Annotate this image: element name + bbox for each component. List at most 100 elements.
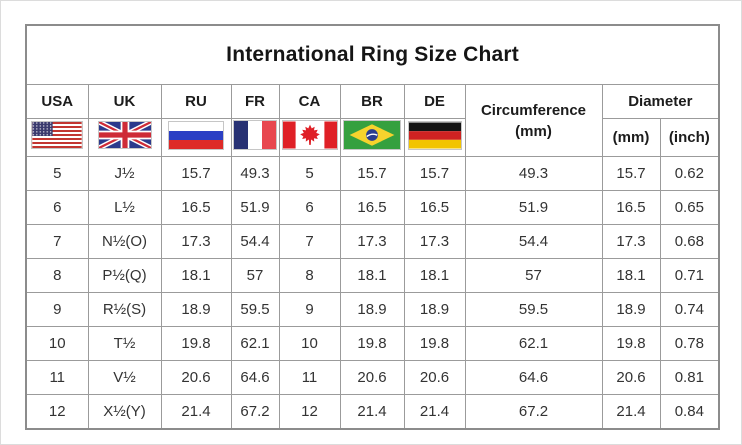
cell-ca: 9	[278, 292, 341, 327]
cell-ca: 6	[278, 190, 341, 225]
cell-diameter_mm: 15.7	[601, 156, 661, 191]
col-header-ca: CA	[278, 84, 341, 119]
cell-ru: 15.7	[160, 156, 232, 191]
cell-de: 19.8	[403, 326, 466, 361]
cell-de: 20.6	[403, 360, 466, 395]
flag-cell-fr	[230, 118, 280, 157]
cell-circumference_mm: 64.6	[464, 360, 603, 395]
cell-diameter_inch: 0.84	[659, 394, 720, 430]
cell-diameter_inch: 0.81	[659, 360, 720, 395]
cell-ru: 20.6	[160, 360, 232, 395]
cell-de: 18.1	[403, 258, 466, 293]
table-row: 11 V½ 20.6 64.6 11 20.6 20.6 64.6 20.6 0.81	[25, 360, 720, 395]
cell-circumference_mm: 59.5	[464, 292, 603, 327]
cell-de: 18.9	[403, 292, 466, 327]
cell-de: 16.5	[403, 190, 466, 225]
cell-ca: 5	[278, 156, 341, 191]
cell-diameter_inch: 0.78	[659, 326, 720, 361]
cell-br: 17.3	[339, 224, 405, 259]
cell-fr: 49.3	[230, 156, 280, 191]
table-row: 9 R½(S) 18.9 59.5 9 18.9 18.9 59.5 18.9 0.74	[25, 292, 720, 327]
col-header-uk: UK	[87, 84, 162, 119]
cell-ru: 21.4	[160, 394, 232, 430]
russia-flag-icon	[168, 120, 224, 150]
cell-circumference_mm: 62.1	[464, 326, 603, 361]
cell-usa: 10	[25, 326, 89, 361]
circumference-unit: (mm)	[515, 122, 552, 140]
cell-uk: N½(O)	[87, 224, 162, 259]
col-header-br: BR	[339, 84, 405, 119]
col-header-diameter: Diameter	[601, 84, 720, 119]
cell-br: 18.1	[339, 258, 405, 293]
country-code-row: USA UK RU FR CA BR DE Circumference (mm)…	[25, 84, 720, 157]
cell-uk: J½	[87, 156, 162, 191]
cell-br: 19.8	[339, 326, 405, 361]
cell-uk: P½(Q)	[87, 258, 162, 293]
cell-ru: 18.9	[160, 292, 232, 327]
cell-fr: 59.5	[230, 292, 280, 327]
col-header-usa: USA	[25, 84, 89, 119]
cell-ca: 10	[278, 326, 341, 361]
cell-circumference_mm: 54.4	[464, 224, 603, 259]
table-row: 6 L½ 16.5 51.9 6 16.5 16.5 51.9 16.5 0.65	[25, 190, 720, 225]
cell-usa: 11	[25, 360, 89, 395]
flag-cell-br	[339, 118, 405, 157]
cell-de: 21.4	[403, 394, 466, 430]
flag-cell-ru	[160, 118, 232, 157]
ring-size-table: International Ring Size Chart USA UK RU …	[25, 24, 721, 430]
france-flag-icon	[233, 120, 277, 150]
cell-br: 18.9	[339, 292, 405, 327]
cell-diameter_mm: 16.5	[601, 190, 661, 225]
cell-ca: 8	[278, 258, 341, 293]
brazil-flag-icon	[343, 120, 401, 150]
flag-cell-de	[403, 118, 466, 157]
canada-flag-icon	[281, 120, 338, 150]
cell-diameter_mm: 20.6	[601, 360, 661, 395]
cell-diameter_inch: 0.74	[659, 292, 720, 327]
cell-circumference_mm: 57	[464, 258, 603, 293]
cell-diameter_inch: 0.65	[659, 190, 720, 225]
cell-usa: 5	[25, 156, 89, 191]
cell-uk: X½(Y)	[87, 394, 162, 430]
cell-ca: 12	[278, 394, 341, 430]
uk-flag-icon	[97, 121, 152, 149]
cell-circumference_mm: 49.3	[464, 156, 603, 191]
cell-uk: L½	[87, 190, 162, 225]
table-body: 5 J½ 15.7 49.3 5 15.7 15.7 49.3 15.7 0.62 6 L½ 16.5 5…	[25, 156, 720, 430]
cell-uk: V½	[87, 360, 162, 395]
cell-br: 21.4	[339, 394, 405, 430]
col-header-circumference: Circumference (mm)	[464, 84, 603, 157]
cell-br: 20.6	[339, 360, 405, 395]
cell-fr: 54.4	[230, 224, 280, 259]
table-row: 10 T½ 19.8 62.1 10 19.8 19.8 62.1 19.8 0.78	[25, 326, 720, 361]
cell-usa: 6	[25, 190, 89, 225]
cell-diameter_inch: 0.71	[659, 258, 720, 293]
table-row: 7 N½(O) 17.3 54.4 7 17.3 17.3 54.4 17.3 0.68	[25, 224, 720, 259]
germany-flag-icon	[407, 120, 462, 150]
flag-cell-ca	[278, 118, 341, 157]
title-row: International Ring Size Chart	[25, 24, 720, 85]
subheader-diameter-inch: (inch)	[659, 118, 720, 157]
usa-flag-icon	[31, 121, 84, 149]
cell-usa: 12	[25, 394, 89, 430]
cell-uk: T½	[87, 326, 162, 361]
cell-ca: 7	[278, 224, 341, 259]
col-header-de: DE	[403, 84, 466, 119]
col-header-ru: RU	[160, 84, 232, 119]
table-row: 8 P½(Q) 18.1 57 8 18.1 18.1 57 18.1 0.71	[25, 258, 720, 293]
cell-circumference_mm: 51.9	[464, 190, 603, 225]
cell-fr: 67.2	[230, 394, 280, 430]
circumference-label: Circumference	[480, 101, 587, 119]
cell-ru: 18.1	[160, 258, 232, 293]
table-row: 12 X½(Y) 21.4 67.2 12 21.4 21.4 67.2 21.4 0.84	[25, 394, 720, 430]
page-title: International Ring Size Chart	[25, 24, 720, 85]
cell-ru: 17.3	[160, 224, 232, 259]
cell-fr: 62.1	[230, 326, 280, 361]
cell-diameter_inch: 0.68	[659, 224, 720, 259]
flag-cell-usa	[25, 118, 89, 157]
cell-br: 15.7	[339, 156, 405, 191]
cell-de: 15.7	[403, 156, 466, 191]
cell-ru: 19.8	[160, 326, 232, 361]
cell-uk: R½(S)	[87, 292, 162, 327]
